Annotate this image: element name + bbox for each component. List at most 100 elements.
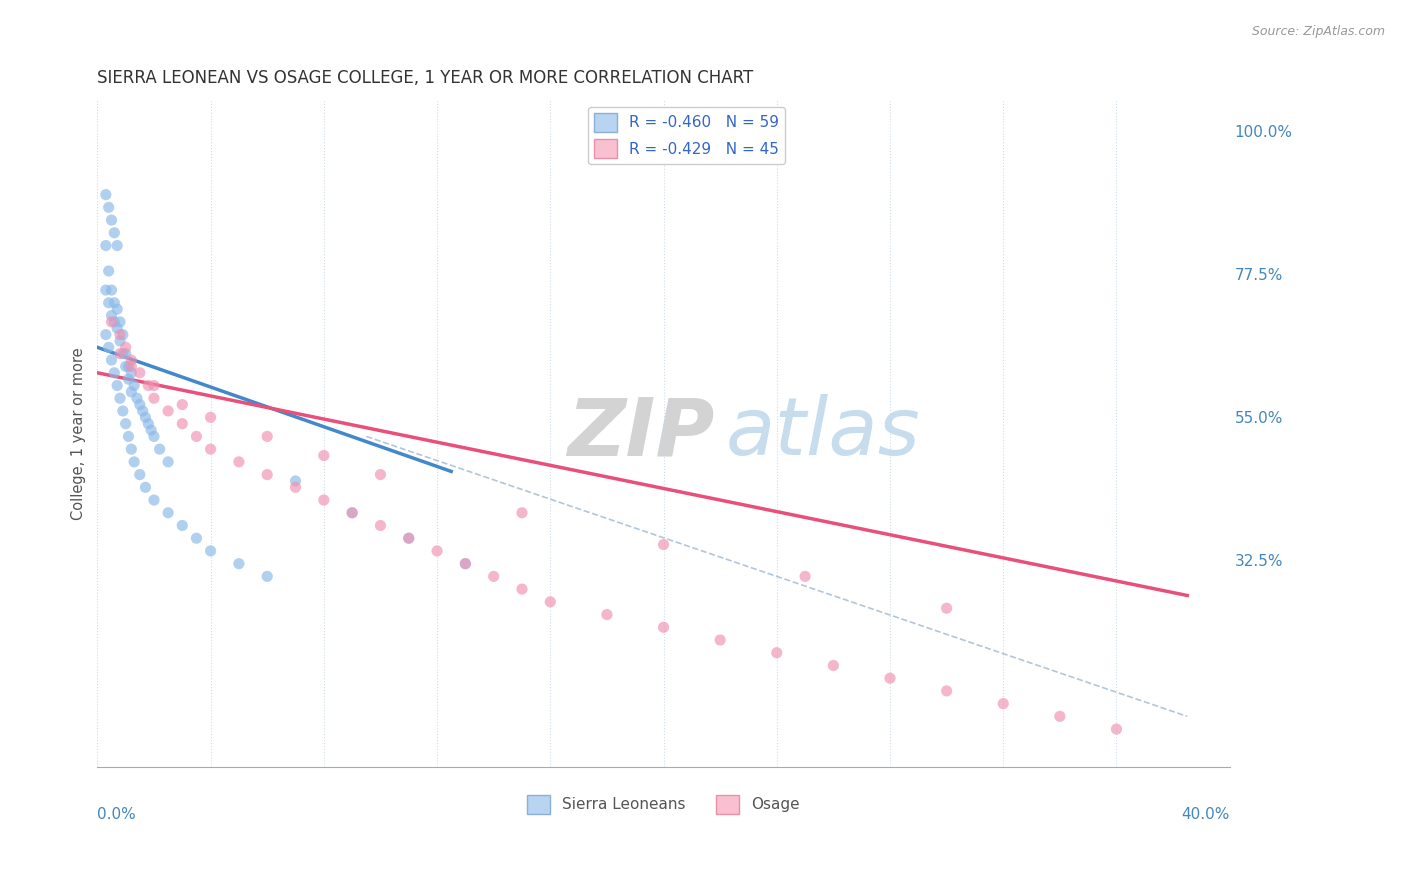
Point <box>105 321 128 335</box>
Point <box>120 353 142 368</box>
Point <box>312 493 335 508</box>
Point <box>100 283 122 297</box>
Point <box>94 187 117 202</box>
Point <box>200 442 222 457</box>
Point <box>256 467 278 482</box>
Point <box>200 410 222 425</box>
Point <box>935 684 957 698</box>
Point <box>103 315 125 329</box>
Point <box>120 384 142 399</box>
Point <box>136 378 159 392</box>
Point <box>105 302 128 317</box>
Point <box>128 366 150 380</box>
Point <box>108 391 131 405</box>
Point <box>111 327 134 342</box>
Text: atlas: atlas <box>725 394 921 472</box>
Point <box>284 474 307 488</box>
Point <box>114 359 136 374</box>
Point <box>228 557 250 571</box>
Point <box>186 429 208 443</box>
Point <box>510 582 533 596</box>
Point <box>149 442 172 457</box>
Point <box>117 429 139 443</box>
Point <box>94 283 117 297</box>
Point <box>122 455 145 469</box>
Point <box>256 569 278 583</box>
Point <box>94 238 117 252</box>
Point <box>108 315 131 329</box>
Point <box>1049 709 1071 723</box>
Point <box>157 506 180 520</box>
Point <box>131 404 153 418</box>
Text: ZIP: ZIP <box>567 394 714 472</box>
Point <box>128 398 150 412</box>
Point <box>97 264 120 278</box>
Point <box>172 518 194 533</box>
Point <box>128 467 150 482</box>
Point <box>143 391 166 405</box>
Point <box>794 569 817 583</box>
Point <box>134 480 156 494</box>
Point <box>186 531 208 545</box>
Point <box>108 347 131 361</box>
Point <box>370 518 392 533</box>
Point <box>482 569 505 583</box>
Point <box>312 449 335 463</box>
Point <box>100 315 122 329</box>
Point <box>765 646 787 660</box>
Point <box>993 697 1015 711</box>
Point <box>340 506 363 520</box>
Point <box>114 347 136 361</box>
Point <box>111 347 134 361</box>
Point <box>103 226 125 240</box>
Point <box>143 493 166 508</box>
Point <box>454 557 477 571</box>
Point <box>709 633 731 648</box>
Point <box>426 544 449 558</box>
Point <box>105 238 128 252</box>
Point <box>398 531 420 545</box>
Text: SIERRA LEONEAN VS OSAGE COLLEGE, 1 YEAR OR MORE CORRELATION CHART: SIERRA LEONEAN VS OSAGE COLLEGE, 1 YEAR … <box>97 69 754 87</box>
Point <box>97 340 120 354</box>
Point <box>108 334 131 348</box>
Point <box>120 442 142 457</box>
Text: 40.0%: 40.0% <box>1181 807 1230 822</box>
Point <box>823 658 845 673</box>
Point <box>652 620 675 634</box>
Point <box>143 429 166 443</box>
Y-axis label: College, 1 year or more: College, 1 year or more <box>72 347 86 519</box>
Point <box>200 544 222 558</box>
Point <box>100 353 122 368</box>
Point <box>454 557 477 571</box>
Point <box>114 417 136 431</box>
Point <box>97 295 120 310</box>
Point <box>228 455 250 469</box>
Point <box>117 359 139 374</box>
Point <box>157 404 180 418</box>
Point <box>370 467 392 482</box>
Point <box>284 480 307 494</box>
Point <box>120 359 142 374</box>
Point <box>139 423 162 437</box>
Point <box>1105 722 1128 736</box>
Point <box>117 372 139 386</box>
Point <box>114 340 136 354</box>
Point <box>103 366 125 380</box>
Point <box>157 455 180 469</box>
Point <box>105 378 128 392</box>
Point <box>510 506 533 520</box>
Point <box>596 607 619 622</box>
Point <box>136 417 159 431</box>
Point <box>100 213 122 227</box>
Point <box>111 404 134 418</box>
Point <box>340 506 363 520</box>
Point <box>134 410 156 425</box>
Point <box>108 327 131 342</box>
Point <box>97 200 120 214</box>
Point <box>100 309 122 323</box>
Point <box>172 398 194 412</box>
Text: Source: ZipAtlas.com: Source: ZipAtlas.com <box>1251 25 1385 38</box>
Point <box>120 366 142 380</box>
Point <box>879 671 901 685</box>
Point <box>935 601 957 615</box>
